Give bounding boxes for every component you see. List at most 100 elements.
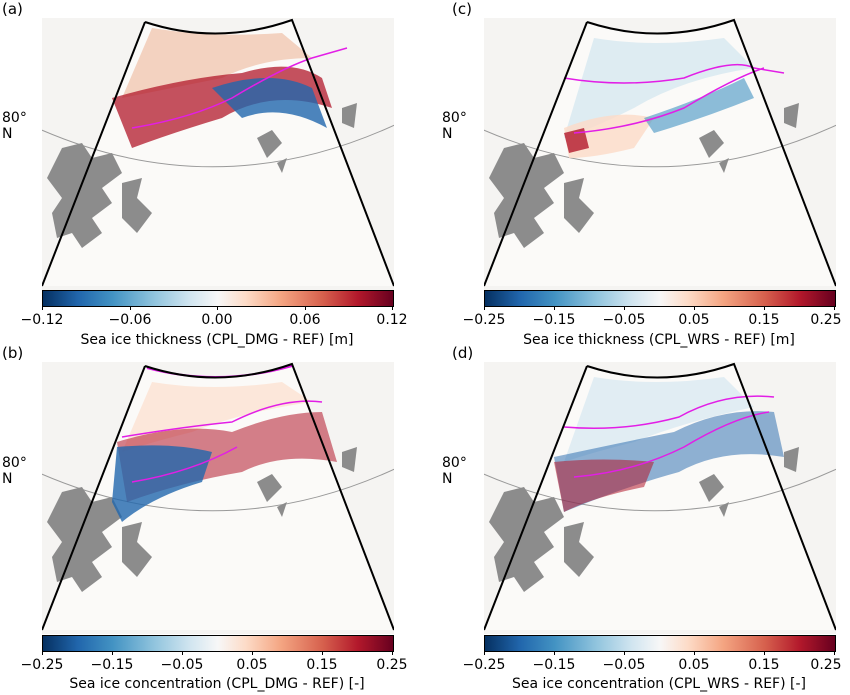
negative-anomaly [564, 377, 754, 462]
colorbar-title: Sea ice thickness (CPL_WRS - REF) [m] [523, 332, 795, 348]
latitude-circle [42, 468, 394, 512]
domain-boundary [484, 21, 588, 287]
colorbar-tick-label: 0.00 [201, 312, 233, 328]
domain-boundary [484, 365, 588, 631]
colorbar-tick-label: 0.15 [748, 312, 780, 328]
franz-josef-land [257, 130, 287, 173]
colorbar-tick-label: 0.25 [810, 657, 842, 673]
colorbar-tickmark [764, 651, 765, 655]
colorbar-tick-label: −0.05 [602, 312, 646, 328]
negative-anomaly [212, 78, 327, 128]
colorbar-tickmark [554, 306, 555, 310]
colorbar-tick-label: −0.12 [20, 312, 64, 328]
colorbar-tickmark [484, 651, 485, 655]
franz-josef-land [699, 130, 729, 173]
domain-boundary [586, 362, 836, 631]
island-land [564, 522, 594, 577]
colorbar-tick-label: 0.25 [376, 657, 408, 673]
colorbar-tickmark [764, 306, 765, 310]
colorbar-tick-label: −0.05 [160, 657, 204, 673]
colorbar-tickmark [42, 306, 43, 310]
franz-josef-land [257, 474, 287, 517]
colorbar-tickmark [42, 651, 43, 655]
colorbar [42, 635, 394, 652]
positive-anomaly [564, 128, 589, 153]
colorbar-tickmark [392, 651, 393, 655]
colorbar-tick-label: −0.25 [462, 312, 506, 328]
colorbar [484, 290, 836, 307]
colorbar-tickmark [554, 651, 555, 655]
colorbar-tick-label: −0.15 [532, 312, 576, 328]
negative-anomaly [564, 38, 754, 138]
sea-ice-map [42, 362, 394, 634]
colorbar-tickmark [694, 306, 695, 310]
colorbar-title: Sea ice thickness (CPL_DMG - REF) [m] [80, 332, 354, 348]
island-land [784, 447, 799, 472]
colorbar-tick-label: 0.12 [376, 312, 408, 328]
colorbar-tick-label: 0.05 [236, 657, 268, 673]
island-land [342, 447, 357, 472]
latitude-label: 80° N [442, 455, 467, 487]
colorbar-tick-label: 0.15 [748, 657, 780, 673]
colorbar-tick-label: −0.25 [20, 657, 64, 673]
colorbar [42, 290, 394, 307]
svalbard-land [489, 487, 564, 592]
colorbar-tick-label: 0.05 [678, 657, 710, 673]
island-land [342, 103, 357, 128]
colorbar-tickmark [624, 306, 625, 310]
colorbar-tick-label: −0.15 [90, 657, 134, 673]
ice-edge-contour [121, 400, 323, 483]
positive-anomaly [122, 28, 312, 98]
colorbar-tickmark [130, 306, 131, 310]
svalbard-land [47, 143, 122, 248]
colorbar-title: Sea ice concentration (CPL_DMG - REF) [-… [69, 676, 365, 692]
sea-ice-map [484, 362, 836, 634]
island-land [784, 103, 799, 128]
ice-edge-contour [563, 63, 785, 134]
panel-label: (b) [2, 344, 24, 362]
colorbar-tick-label: 0.25 [810, 312, 842, 328]
colorbar-title: Sea ice concentration (CPL_WRS - REF) [-… [512, 676, 806, 692]
colorbar-tickmark [694, 651, 695, 655]
domain-boundary [586, 18, 836, 287]
colorbar-tickmark [484, 306, 485, 310]
colorbar-tickmark [217, 306, 218, 310]
colorbar-tickmark [182, 651, 183, 655]
panel-label: (a) [2, 0, 23, 18]
colorbar-tick-label: 0.05 [678, 312, 710, 328]
latitude-circle [484, 468, 836, 512]
positive-anomaly [554, 459, 654, 512]
colorbar-tickmark [322, 651, 323, 655]
colorbar-tick-label: −0.06 [108, 312, 152, 328]
ice-edge-contour [563, 395, 775, 478]
latitude-circle [42, 124, 394, 168]
island-land [564, 178, 594, 233]
latitude-label: 80° N [2, 455, 27, 487]
colorbar [484, 635, 836, 652]
negative-anomaly [112, 445, 212, 522]
colorbar-tick-label: 0.06 [289, 312, 321, 328]
latitude-label: 80° N [2, 110, 27, 142]
sea-ice-map [484, 18, 836, 290]
svalbard-land [489, 143, 564, 248]
sea-ice-map [42, 18, 394, 290]
latitude-circle [484, 124, 836, 168]
island-land [122, 178, 152, 233]
negative-anomaly [644, 78, 754, 133]
colorbar-tickmark [112, 651, 113, 655]
domain-boundary [144, 18, 394, 287]
colorbar-tickmark [834, 651, 835, 655]
colorbar-tick-label: −0.15 [532, 657, 576, 673]
svalbard-land [47, 487, 122, 592]
colorbar-tickmark [252, 651, 253, 655]
colorbar-tick-label: 0.15 [306, 657, 338, 673]
island-land [122, 522, 152, 577]
domain-boundary [42, 365, 146, 631]
colorbar-tickmark [624, 651, 625, 655]
colorbar-tickmark [392, 306, 393, 310]
domain-boundary [42, 21, 146, 287]
panel-label: (c) [452, 0, 472, 18]
colorbar-tickmark [305, 306, 306, 310]
domain-boundary [144, 362, 394, 631]
ice-edge-contour [131, 47, 348, 129]
